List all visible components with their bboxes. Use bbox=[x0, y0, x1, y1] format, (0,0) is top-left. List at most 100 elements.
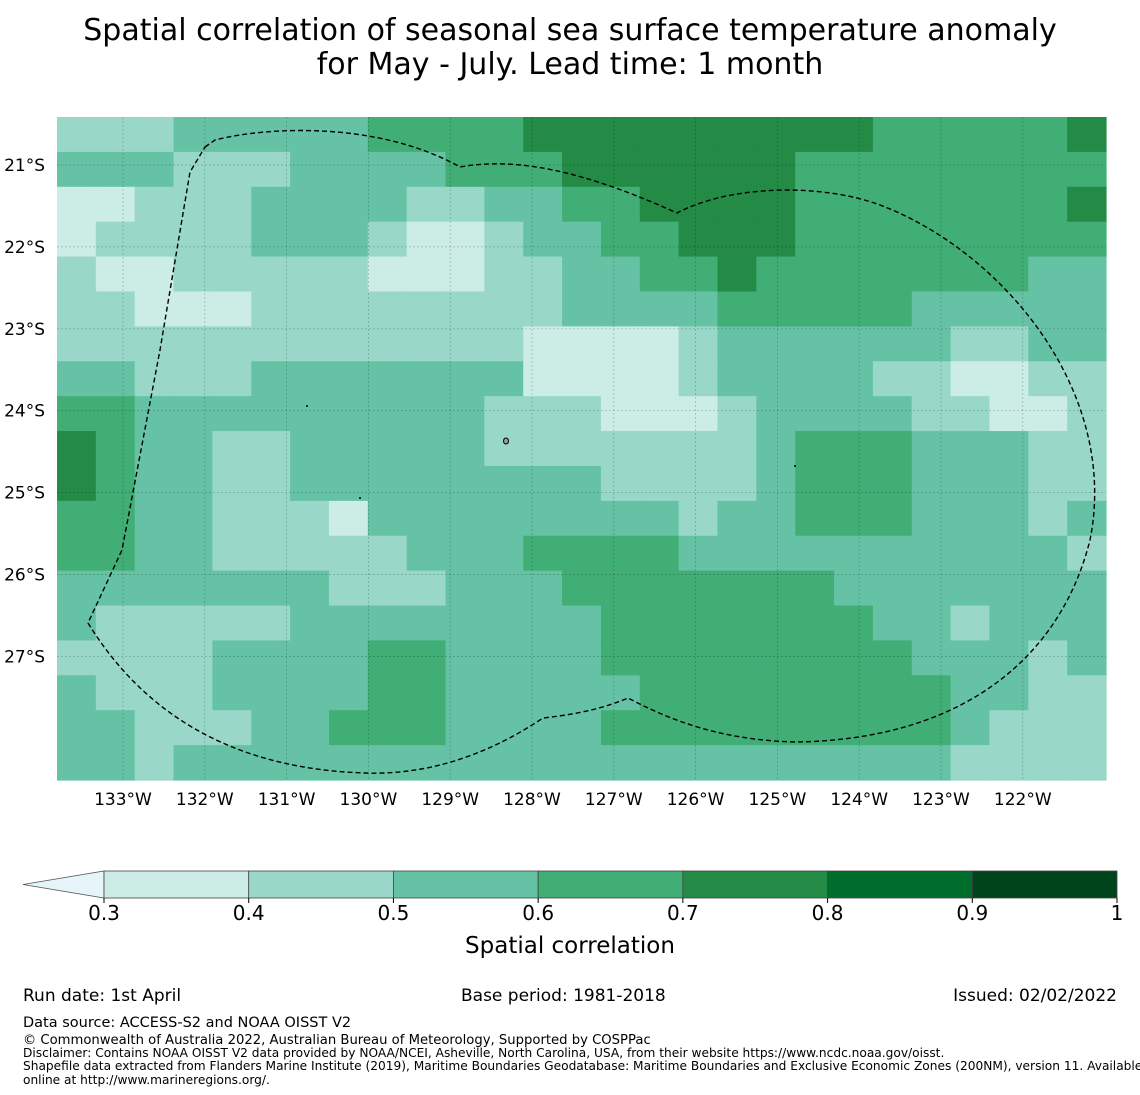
grid-cell bbox=[57, 117, 97, 153]
grid-cell bbox=[523, 745, 563, 781]
grid-cell bbox=[290, 465, 330, 502]
grid-cell bbox=[57, 640, 97, 676]
grid-cell bbox=[328, 710, 369, 746]
grid-cell bbox=[911, 570, 952, 607]
grid-cell bbox=[95, 256, 136, 293]
grid-cell bbox=[134, 396, 175, 432]
colorbar-segment bbox=[393, 870, 539, 899]
grid-cell bbox=[134, 570, 175, 607]
grid-cell bbox=[872, 710, 913, 746]
grid-cell bbox=[834, 186, 874, 223]
colorbar-tick-label: 1 bbox=[1111, 901, 1124, 925]
grid-cell bbox=[911, 186, 952, 223]
grid-cell bbox=[251, 117, 291, 153]
colorbar-tick-label: 0.5 bbox=[378, 901, 410, 925]
grid-cell bbox=[950, 396, 991, 432]
grid-cell bbox=[251, 151, 291, 188]
colorbar: 0.3 0.4 0.5 0.6 0.7 0.8 0.9 1 Spatial correlatio… bbox=[22, 870, 1124, 959]
grid-cell bbox=[367, 117, 408, 153]
longitude-labels: 133°W 132°W 131°W 130°W 129°W 128°W 127°W 126°W… bbox=[94, 790, 1052, 810]
grid-cell bbox=[134, 151, 175, 188]
grid-cell bbox=[328, 570, 369, 607]
grid-cell bbox=[756, 256, 796, 293]
grid-cell bbox=[173, 291, 214, 327]
grid-cell bbox=[678, 675, 719, 711]
grid-cell bbox=[872, 640, 913, 676]
grid-cell bbox=[989, 465, 1029, 502]
grid-cell bbox=[95, 361, 136, 397]
grid-cell bbox=[95, 745, 136, 781]
grid-cell bbox=[251, 256, 291, 293]
grid-cell bbox=[134, 117, 175, 153]
grid-cell bbox=[717, 431, 757, 467]
grid-cell bbox=[57, 570, 97, 607]
grid-cell bbox=[1028, 535, 1068, 572]
grid-cell bbox=[989, 396, 1029, 432]
grid-cell bbox=[795, 256, 835, 293]
grid-cell bbox=[406, 640, 447, 676]
grid-cell bbox=[95, 221, 136, 258]
grid-cell bbox=[406, 326, 447, 362]
grid-cell bbox=[639, 535, 680, 572]
grid-cell bbox=[1067, 326, 1107, 362]
grid-cell bbox=[445, 745, 485, 781]
grid-cell bbox=[484, 117, 524, 153]
colorbar-under-arrow bbox=[22, 870, 105, 899]
grid-cell bbox=[950, 291, 991, 327]
grid-cell bbox=[989, 326, 1029, 362]
grid-cell bbox=[1028, 256, 1068, 293]
eez-boundary bbox=[87, 129, 1096, 774]
grid-cell bbox=[328, 640, 369, 676]
grid-cell bbox=[484, 745, 524, 781]
colorbar-tick-label: 0.7 bbox=[667, 901, 699, 925]
grid-cell bbox=[1067, 710, 1107, 746]
grid-cell bbox=[1067, 117, 1107, 153]
grid-cell bbox=[290, 256, 330, 293]
grid-cell bbox=[834, 256, 874, 293]
grid-cell bbox=[1028, 465, 1068, 502]
grid-cell bbox=[639, 640, 680, 676]
lon-label: 125°W bbox=[749, 790, 807, 810]
grid-cell bbox=[367, 465, 408, 502]
grid-cell bbox=[639, 256, 680, 293]
lat-label: 21°S bbox=[4, 156, 45, 176]
grid-cell bbox=[795, 291, 835, 327]
grid-cell bbox=[484, 535, 524, 572]
grid-cell bbox=[523, 221, 563, 258]
grid-cell bbox=[173, 151, 214, 188]
grid-cell bbox=[251, 500, 291, 537]
grid-cell bbox=[445, 151, 485, 188]
grid-cell bbox=[1028, 640, 1068, 676]
grid-cell bbox=[290, 326, 330, 362]
grid-cell bbox=[173, 221, 214, 258]
grid-cell bbox=[678, 640, 719, 676]
grid-cell bbox=[95, 396, 136, 432]
grid-cell bbox=[523, 326, 563, 362]
grid-cell bbox=[445, 640, 485, 676]
grid-cell bbox=[173, 710, 214, 746]
grid-cell bbox=[406, 186, 447, 223]
base-period: Base period: 1981-2018 bbox=[461, 986, 666, 1006]
grid-cell bbox=[756, 221, 796, 258]
grid-cell bbox=[290, 710, 330, 746]
grid-cell bbox=[639, 221, 680, 258]
grid-cell bbox=[717, 500, 757, 537]
grid-cell bbox=[950, 535, 991, 572]
grid-cell bbox=[756, 117, 796, 153]
grid-cell bbox=[911, 640, 952, 676]
grid-cell bbox=[872, 500, 913, 537]
grid-cell bbox=[328, 117, 369, 153]
grid-cell bbox=[678, 221, 719, 258]
lon-label: 130°W bbox=[340, 790, 398, 810]
grid-cell bbox=[717, 465, 757, 502]
grid-cell bbox=[212, 535, 252, 572]
grid-cell bbox=[1028, 745, 1068, 781]
grid-cell bbox=[445, 465, 485, 502]
grid-cell bbox=[1028, 186, 1068, 223]
grid-cell bbox=[795, 117, 835, 153]
grid-cell bbox=[251, 291, 291, 327]
grid-cell bbox=[406, 465, 447, 502]
grid-cell bbox=[950, 361, 991, 397]
grid-cell bbox=[445, 500, 485, 537]
grid-cell bbox=[290, 221, 330, 258]
